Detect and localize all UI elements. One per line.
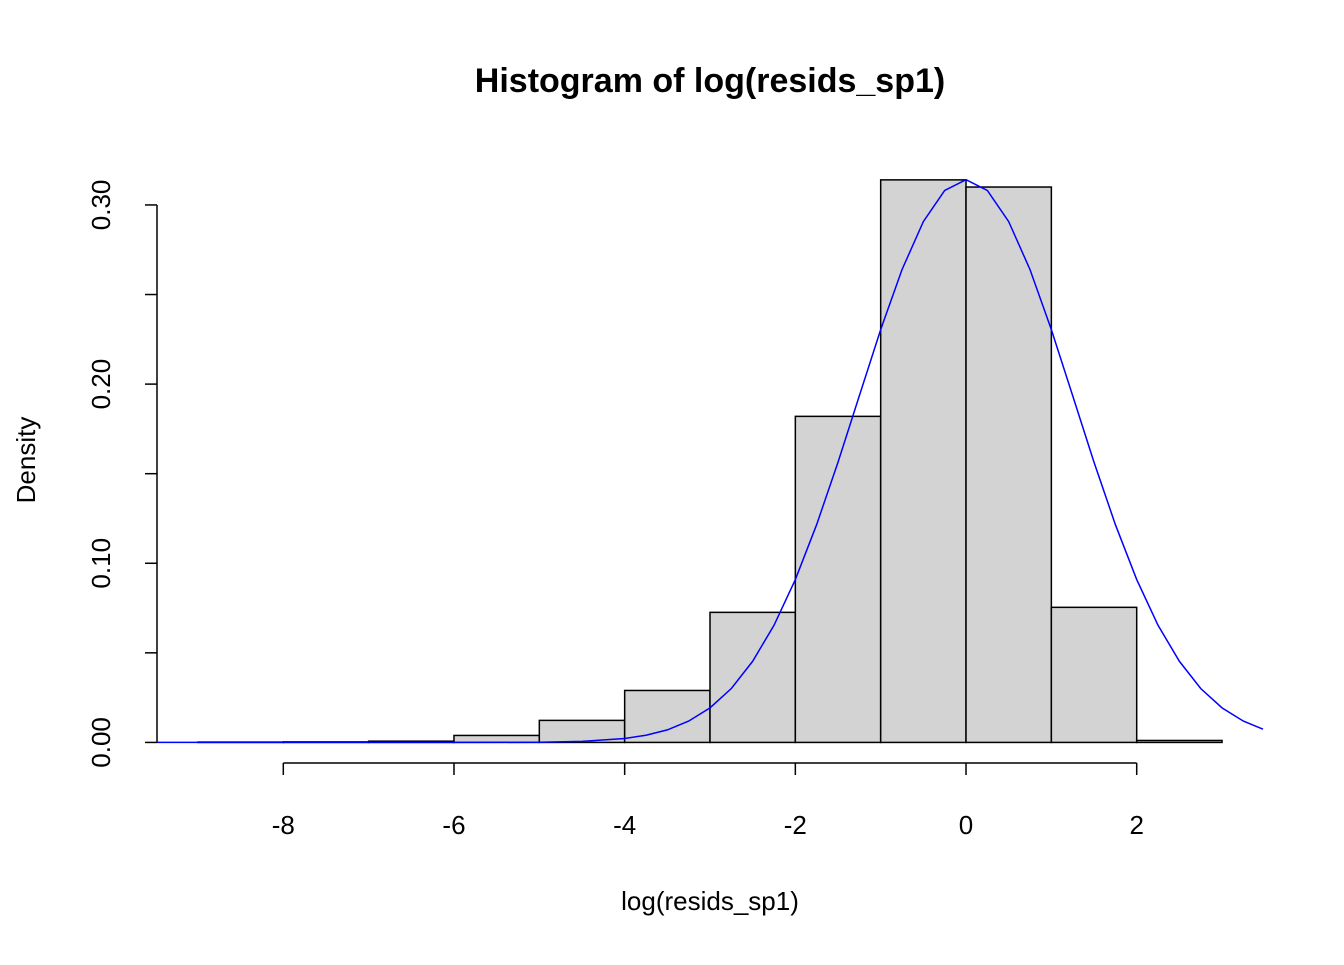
y-tick-label: 0.20 xyxy=(86,359,116,410)
x-tick-label: -8 xyxy=(272,810,295,840)
bar xyxy=(795,416,880,742)
bar xyxy=(881,180,966,743)
y-tick-label: 0.10 xyxy=(86,538,116,589)
x-axis-label: log(resids_sp1) xyxy=(621,886,799,916)
bar xyxy=(710,612,795,742)
x-tick-label: -2 xyxy=(784,810,807,840)
x-tick-label: 2 xyxy=(1129,810,1143,840)
x-tick-label: -4 xyxy=(613,810,636,840)
y-axis-label: Density xyxy=(11,417,41,504)
x-tick-label: 0 xyxy=(959,810,973,840)
chart-title: Histogram of log(resids_sp1) xyxy=(475,62,945,100)
bar xyxy=(966,187,1051,742)
y-tick-label: 0.30 xyxy=(86,180,116,231)
bar xyxy=(1137,740,1222,742)
bar xyxy=(1051,607,1136,742)
bar xyxy=(454,735,539,742)
x-tick-label: -6 xyxy=(442,810,465,840)
y-tick-label: 0.00 xyxy=(86,717,116,768)
